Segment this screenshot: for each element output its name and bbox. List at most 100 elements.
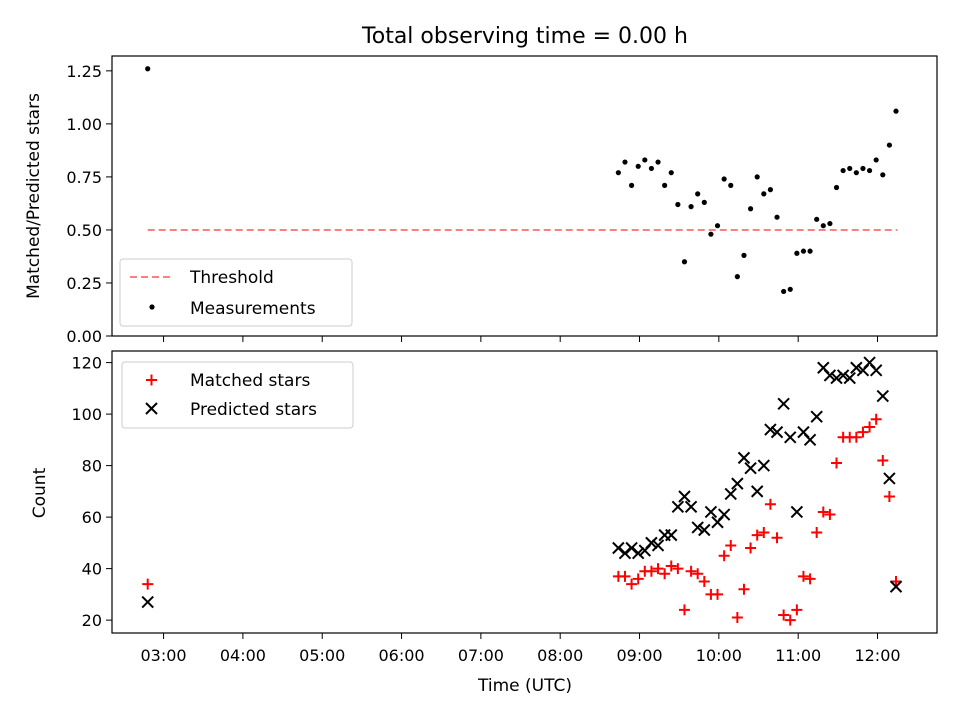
measurement-point xyxy=(721,176,727,182)
measurement-point xyxy=(774,214,780,220)
matched-stars-point xyxy=(718,550,730,562)
predicted-stars-point xyxy=(724,487,737,501)
predicted-stars-point xyxy=(843,371,856,385)
predicted-stars-point xyxy=(612,541,625,555)
measurement-point xyxy=(642,157,648,163)
measurement-point xyxy=(847,165,853,172)
bottom-legend: Matched stars Predicted stars xyxy=(121,361,354,429)
top-y-tick-label: 0.00 xyxy=(66,327,102,346)
predicted-stars-point xyxy=(684,500,698,514)
measurement-point xyxy=(787,286,793,292)
matched-stars-point xyxy=(877,454,889,466)
x-tick-label: 07:00 xyxy=(458,646,504,665)
measurement-point xyxy=(873,157,879,163)
predicted-stars-point xyxy=(698,523,711,537)
measurement-point xyxy=(688,204,694,210)
matched-stars-point xyxy=(698,575,710,587)
top-y-axis-label: Matched/Predicted stars xyxy=(24,93,44,299)
predicted-stars-point xyxy=(850,361,863,374)
measurement-point xyxy=(615,170,621,176)
x-tick-label: 12:00 xyxy=(854,646,900,665)
measurement-point xyxy=(827,220,833,227)
bottom-y-tick-label: 80 xyxy=(82,457,102,476)
matched-stars-point xyxy=(784,614,796,626)
threshold-legend-label: Threshold xyxy=(189,268,274,288)
measurement-point xyxy=(628,182,635,188)
predicted-stars-point xyxy=(836,369,850,382)
measurement-point xyxy=(734,274,740,280)
matched-stars-point xyxy=(817,506,829,518)
x-tick-label: 10:00 xyxy=(696,646,742,665)
chart-title: Total observing time = 0.00 h xyxy=(361,24,688,49)
predicted-stars-point xyxy=(691,521,704,534)
matched-stars-point xyxy=(771,532,783,544)
matched-stars-point xyxy=(632,573,644,585)
measurement-point xyxy=(145,66,151,72)
predicted-stars-point xyxy=(869,364,883,377)
matched-stars-point xyxy=(778,609,790,621)
x-tick-label: 04:00 xyxy=(220,646,266,665)
measurement-point xyxy=(893,108,899,114)
bottom-y-tick-label: 100 xyxy=(71,405,102,424)
predicted-stars-point xyxy=(803,433,817,447)
predicted-stars-point xyxy=(665,528,678,542)
top-y-tick-label: 0.75 xyxy=(66,168,102,187)
predicted-stars-point xyxy=(750,485,764,498)
measurements-legend-label: Measurements xyxy=(190,299,316,319)
top-legend: Threshold Measurements xyxy=(119,258,353,327)
bottom-axes-frame xyxy=(111,350,938,634)
matched-stars-point xyxy=(626,578,638,590)
matched-stars-point xyxy=(731,612,743,624)
measurement-point xyxy=(648,165,655,172)
x-tick-label: 06:00 xyxy=(378,646,424,665)
predicted-stars-point xyxy=(889,580,903,593)
measurement-point xyxy=(635,163,641,169)
matched-stars-point xyxy=(804,573,816,585)
predicted-stars-point xyxy=(777,397,790,411)
predicted-stars-point xyxy=(764,423,777,436)
predicted-stars-point xyxy=(645,536,658,550)
top-plot-area xyxy=(145,66,899,295)
matched-legend-swatch xyxy=(146,374,157,386)
matched-stars-point xyxy=(883,491,895,503)
top-y-tick-label: 1.25 xyxy=(66,62,102,81)
predicted-stars-point xyxy=(790,505,804,519)
measurement-point xyxy=(840,167,846,174)
measurement-point xyxy=(767,187,774,193)
bottom-y-tick-label: 120 xyxy=(71,354,102,373)
top-legend-box xyxy=(119,258,353,327)
measurement-point xyxy=(860,165,866,172)
matched-stars-point xyxy=(811,527,823,539)
top-y-tick-label: 0.25 xyxy=(66,274,102,293)
bottom-y-axis-label: Count xyxy=(30,467,50,518)
x-tick-label: 05:00 xyxy=(299,646,345,665)
measurement-point xyxy=(728,182,734,188)
predicted-stars-point xyxy=(678,490,691,503)
matched-stars-point xyxy=(652,563,664,575)
bottom-y-tick-label: 60 xyxy=(82,508,102,527)
predicted-stars-point xyxy=(883,472,896,485)
measurement-point xyxy=(741,252,747,258)
matched-stars-point xyxy=(864,421,876,433)
matched-stars-point xyxy=(831,457,843,469)
matched-stars-point xyxy=(672,563,684,575)
top-axes-frame xyxy=(111,55,938,337)
predicted-stars-point xyxy=(704,505,718,519)
predicted-stars-point xyxy=(737,451,751,465)
x-tick-label: 08:00 xyxy=(537,646,583,665)
matched-stars-point xyxy=(857,426,869,438)
measurement-point xyxy=(622,159,628,165)
predicted-stars-point xyxy=(625,541,638,555)
x-tick-label: 09:00 xyxy=(616,646,662,665)
matched-legend-label: Matched stars xyxy=(190,371,310,391)
predicted-stars-point xyxy=(671,500,685,514)
predicted-stars-point xyxy=(784,431,797,444)
predicted-stars-point xyxy=(876,389,890,403)
predicted-stars-point xyxy=(810,410,823,423)
x-tick-label: 03:00 xyxy=(141,646,187,665)
measurement-point xyxy=(708,231,714,237)
matched-stars-point xyxy=(142,578,154,590)
matched-stars-point xyxy=(712,588,724,600)
matched-stars-point xyxy=(764,498,776,510)
